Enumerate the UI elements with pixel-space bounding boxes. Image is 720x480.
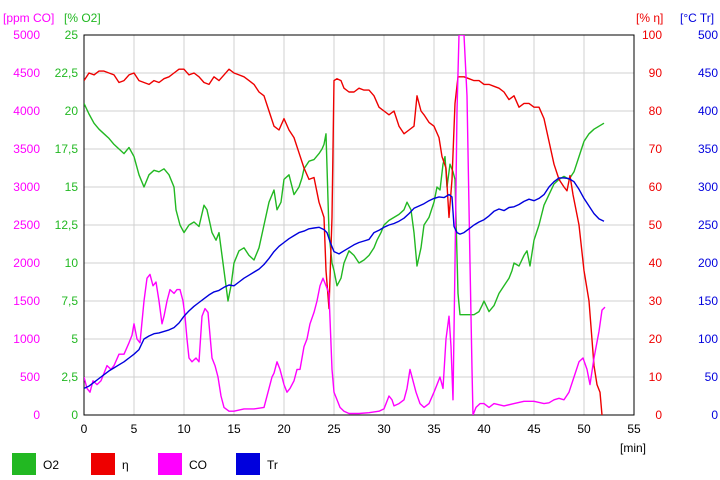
- o2-tick-label: 2,5: [61, 370, 78, 384]
- legend-label: CO: [189, 458, 207, 472]
- x-tick-label: 45: [527, 422, 541, 436]
- o2-axis-ticks: 0 2,5 5 7,5 10 12,5 15 17,5 20 22,5 25: [55, 28, 79, 422]
- eta-tick-label: 40: [649, 256, 663, 270]
- legend-swatch: [12, 453, 36, 475]
- eta-tick-label: 100: [642, 28, 662, 42]
- x-tick-label: 35: [427, 422, 441, 436]
- eta-axis-unit: [% η]: [636, 11, 663, 25]
- o2-tick-label: 25: [65, 28, 79, 42]
- legend-swatch: [236, 453, 260, 475]
- tr-tick-label: 500: [698, 28, 718, 42]
- co-tick-label: 4500: [13, 66, 40, 80]
- x-axis-ticks: 0 5 10 15 20 25 30 35 40 45 50 55: [81, 422, 641, 436]
- plot-frame: [83, 34, 635, 416]
- co-axis-unit: [ppm CO]: [3, 11, 54, 25]
- o2-tick-label: 0: [71, 408, 78, 422]
- o2-tick-label: 5: [71, 332, 78, 346]
- grid-lines: [84, 35, 634, 415]
- series-layer: [84, 35, 606, 415]
- legend-label: Tr: [267, 458, 278, 472]
- eta-tick-label: 70: [649, 142, 663, 156]
- eta-tick-label: 0: [655, 408, 662, 422]
- legend-swatch: [158, 453, 182, 475]
- eta-tick-label: 90: [649, 66, 663, 80]
- tr-tick-label: 200: [698, 256, 718, 270]
- legend: O2 η CO Tr: [12, 453, 278, 475]
- legend-label: O2: [43, 458, 59, 472]
- o2-tick-label: 22,5: [55, 66, 79, 80]
- co-tick-label: 0: [33, 408, 40, 422]
- legend-swatch: [91, 453, 115, 475]
- eta-axis-ticks: 0 10 20 30 40 50 60 70 80 90 100: [642, 28, 662, 422]
- eta-tick-label: 50: [649, 218, 663, 232]
- o2-tick-label: 15: [65, 180, 79, 194]
- co-axis-ticks: 0 500 1000 1500 2000 2500 3000 3500 4000 4500 5000: [13, 28, 40, 422]
- x-axis-label: [min]: [620, 441, 646, 455]
- x-tick-label: 15: [227, 422, 241, 436]
- x-tick-label: 5: [131, 422, 138, 436]
- o2-tick-label: 17,5: [55, 142, 79, 156]
- tr-axis-ticks: 0 50 100 150 200 250 300 350 400 450 500: [698, 28, 718, 422]
- o2-tick-label: 7,5: [61, 294, 78, 308]
- tr-tick-label: 50: [705, 370, 719, 384]
- x-tick-label: 30: [377, 422, 391, 436]
- co-tick-label: 2000: [13, 256, 40, 270]
- co-tick-label: 2500: [13, 218, 40, 232]
- x-tick-label: 55: [627, 422, 641, 436]
- tr-tick-label: 300: [698, 180, 718, 194]
- x-tick-label: 25: [327, 422, 341, 436]
- eta-tick-label: 30: [649, 294, 663, 308]
- co-tick-label: 1500: [13, 294, 40, 308]
- tr-tick-label: 450: [698, 66, 718, 80]
- eta-tick-label: 10: [649, 370, 663, 384]
- series-line-co: [84, 35, 606, 415]
- tr-tick-label: 250: [698, 218, 718, 232]
- co-tick-label: 3500: [13, 142, 40, 156]
- o2-tick-label: 12,5: [55, 218, 79, 232]
- eta-tick-label: 80: [649, 104, 663, 118]
- series-line-eta: [84, 68, 603, 415]
- series-line-o2: [84, 103, 605, 316]
- eta-tick-label: 60: [649, 180, 663, 194]
- co-tick-label: 5000: [13, 28, 40, 42]
- tr-tick-label: 350: [698, 142, 718, 156]
- co-tick-label: 500: [20, 370, 40, 384]
- co-tick-label: 3000: [13, 180, 40, 194]
- co-tick-label: 1000: [13, 332, 40, 346]
- o2-tick-label: 20: [65, 104, 79, 118]
- legend-label: η: [122, 458, 129, 472]
- x-tick-label: 0: [81, 422, 88, 436]
- tr-tick-label: 400: [698, 104, 718, 118]
- tr-tick-label: 100: [698, 332, 718, 346]
- o2-tick-label: 10: [65, 256, 79, 270]
- co-tick-label: 4000: [13, 104, 40, 118]
- tr-axis-unit: [°C Tr]: [680, 11, 714, 25]
- x-tick-label: 20: [277, 422, 291, 436]
- series-line-tr: [84, 177, 605, 390]
- tr-tick-label: 150: [698, 294, 718, 308]
- x-tick-label: 50: [577, 422, 591, 436]
- x-tick-label: 40: [477, 422, 491, 436]
- tr-tick-label: 0: [711, 408, 718, 422]
- x-tick-label: 10: [177, 422, 191, 436]
- eta-tick-label: 20: [649, 332, 663, 346]
- o2-axis-unit: [% O2]: [64, 11, 101, 25]
